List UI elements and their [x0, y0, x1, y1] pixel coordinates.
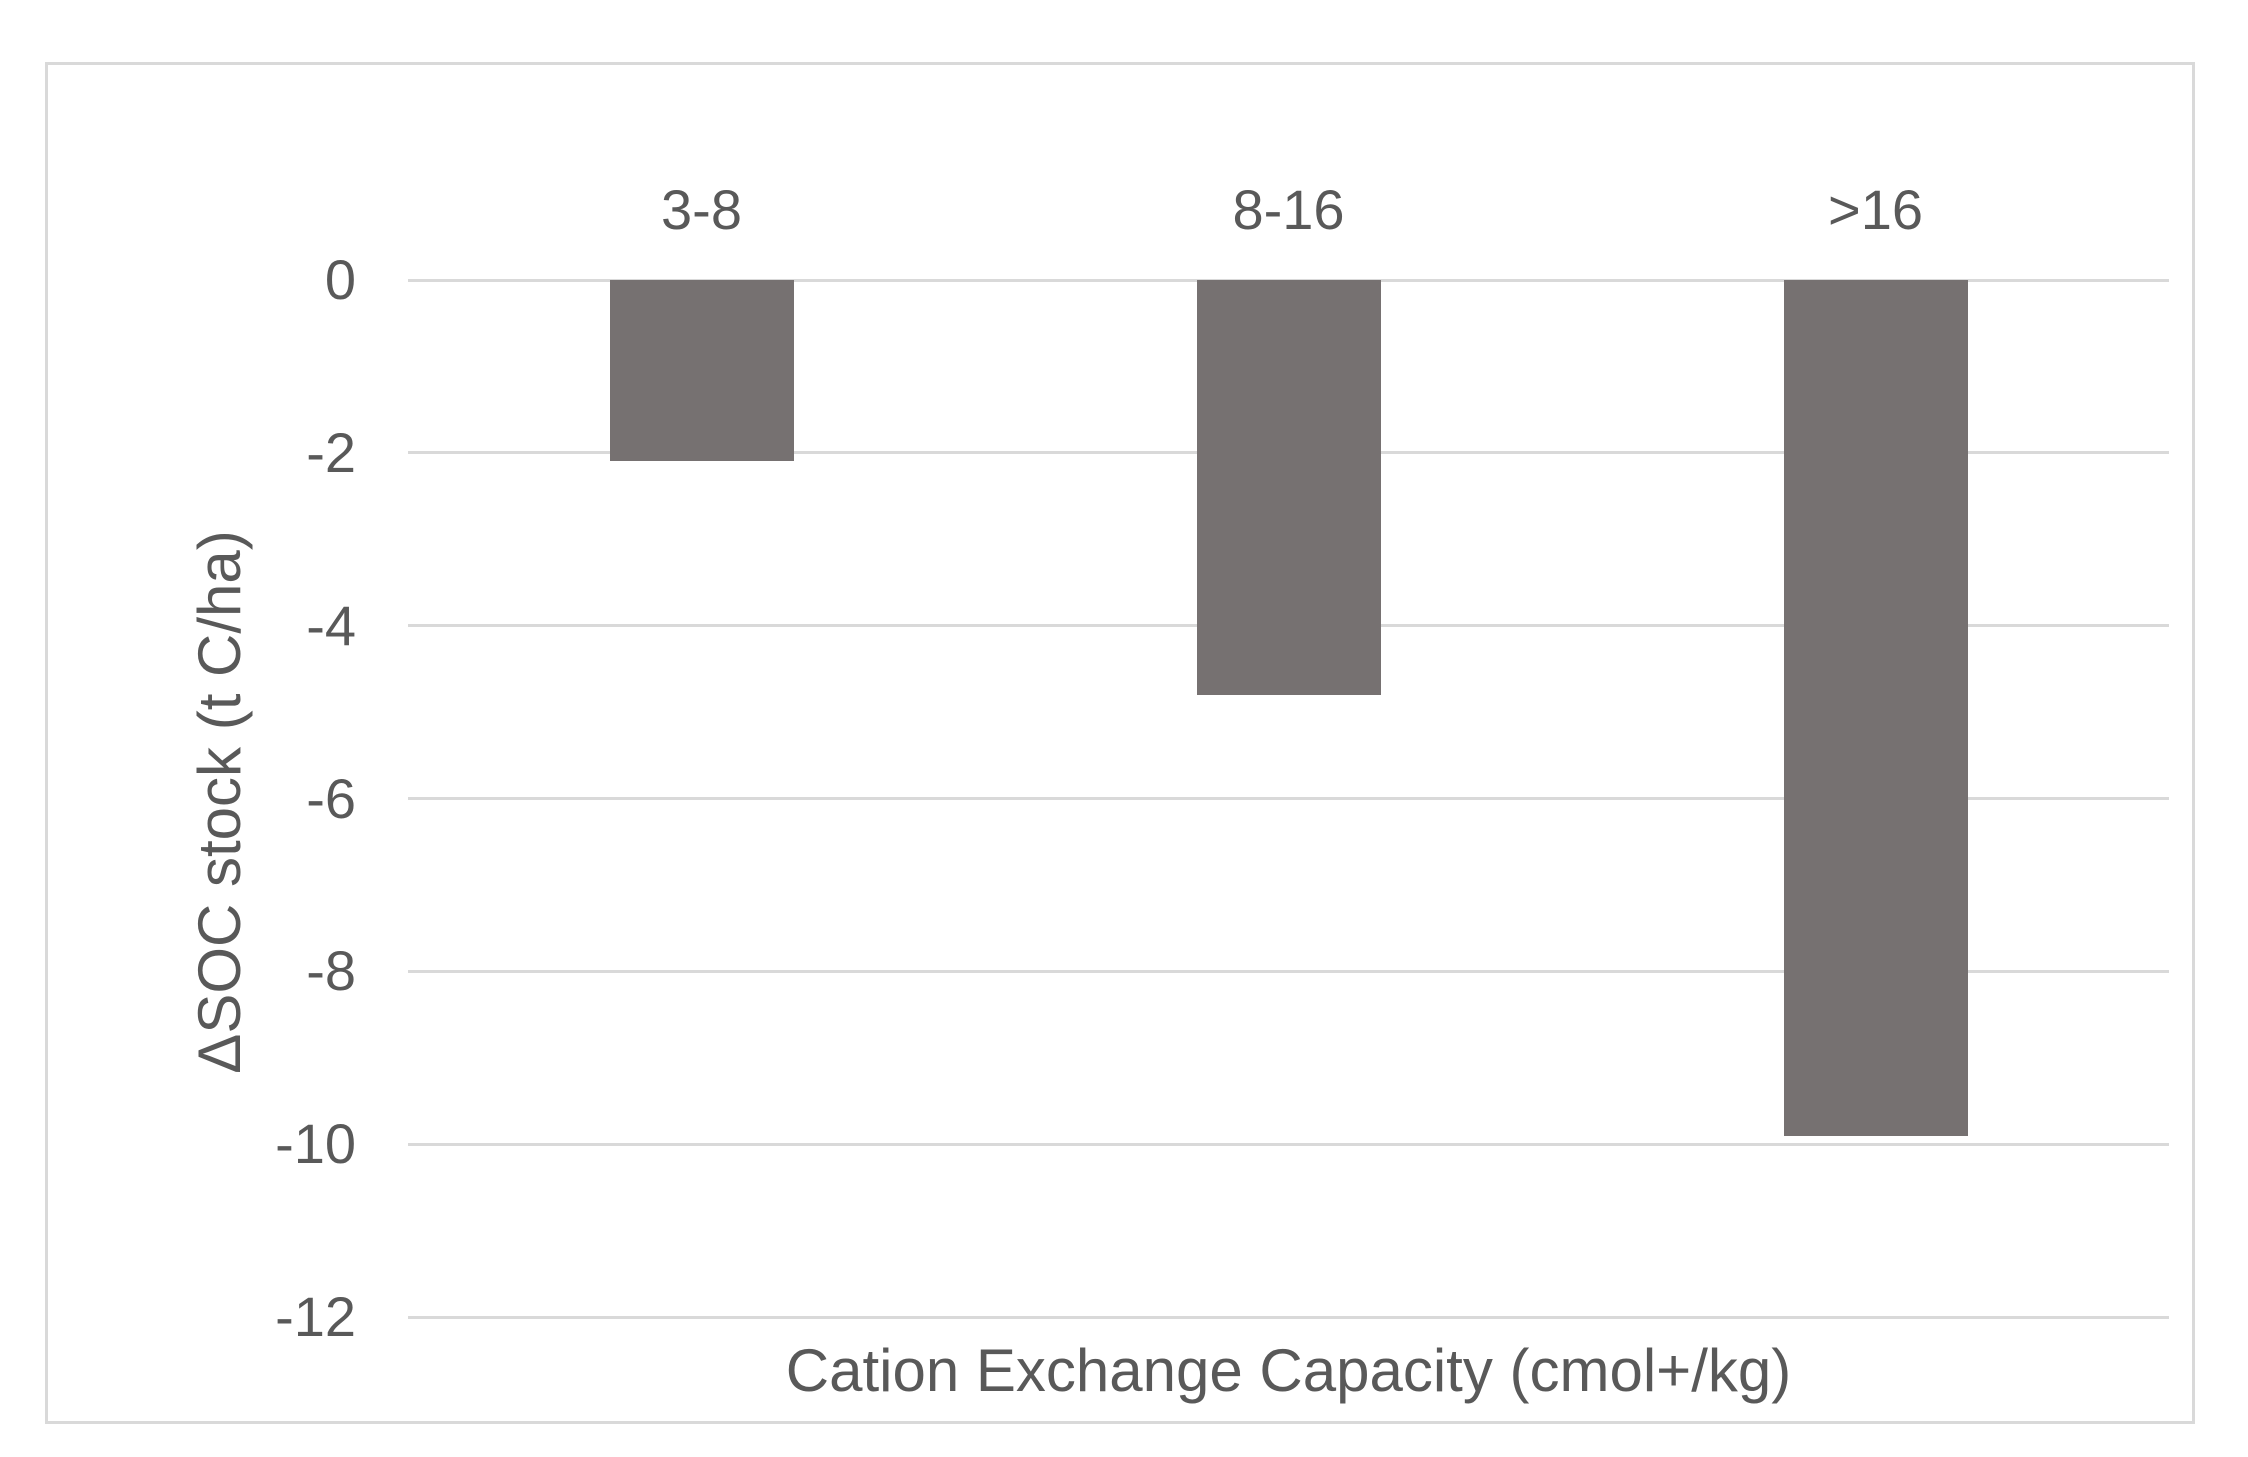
x-axis-title: Cation Exchange Capacity (cmol+/kg) — [785, 1337, 1792, 1404]
y-tick-label: 0 — [324, 248, 356, 311]
y-tick-label: -4 — [306, 593, 356, 657]
x-category-label: 3-8 — [661, 178, 742, 241]
bar-gt16 — [1783, 280, 1968, 1136]
bar-8-16 — [1196, 280, 1381, 695]
gridline — [408, 1315, 2169, 1319]
gridline — [408, 969, 2169, 973]
gridline — [408, 1142, 2169, 1146]
plot-area — [408, 278, 2169, 1319]
y-axis-title: ΔSOC stock (t C/ha) — [186, 530, 253, 1074]
y-tick-label: -12 — [275, 1285, 356, 1348]
bar-3-8 — [609, 280, 794, 462]
chart-border: 3-8 8-16 >16 0 -2 -4 -6 -8 -10 -12 Cation Exchan… — [45, 62, 2195, 1424]
category-axis: 3-8 8-16 >16 — [408, 178, 2169, 242]
y-tick-label: -6 — [306, 766, 356, 830]
gridline — [408, 797, 2169, 800]
value-axis: 0 -2 -4 -6 -8 -10 -12 — [48, 248, 356, 1348]
x-category-label: >16 — [1828, 178, 1923, 241]
y-tick-label: -8 — [306, 939, 356, 1003]
y-tick-label: -2 — [306, 420, 356, 484]
y-tick-label: -10 — [275, 1112, 356, 1176]
x-category-label: 8-16 — [1232, 178, 1345, 241]
